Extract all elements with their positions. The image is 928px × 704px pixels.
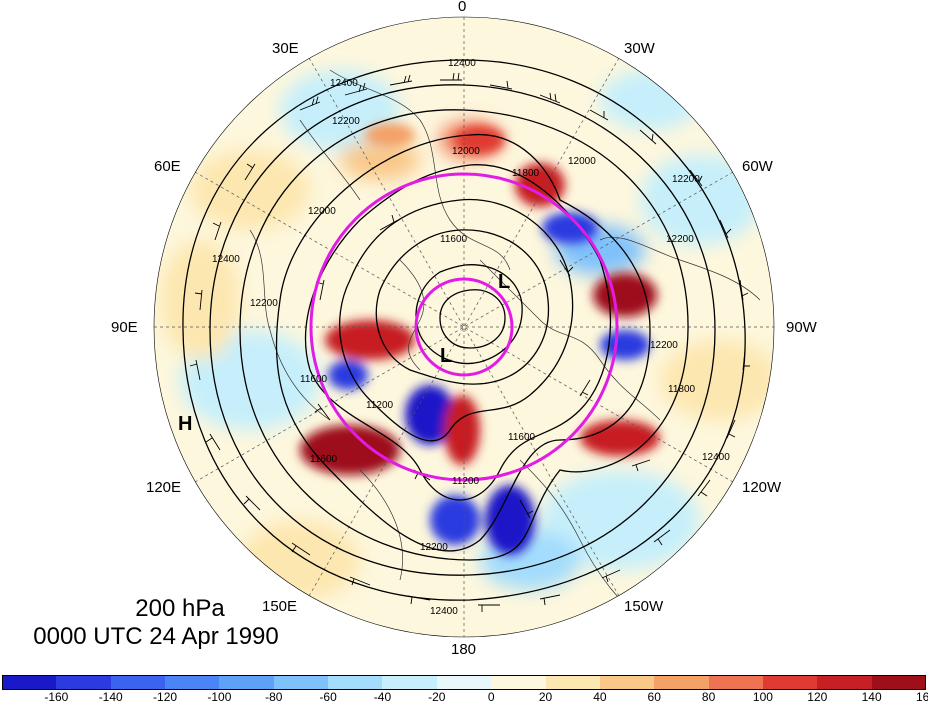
colorbar-tick-label: 140 — [861, 690, 882, 704]
caption-time: 0000 UTC 24 Apr 1990 — [33, 623, 279, 650]
contour-labels: 12400 12200 12000 11800 11600 11200 1240… — [212, 58, 730, 617]
contour-label: 12400 — [212, 254, 240, 265]
colorbar-tick-label: -100 — [207, 690, 232, 704]
lon-label-120w: 120W — [742, 479, 782, 496]
inner-reference-circle — [414, 277, 514, 377]
colorbar-swatch — [817, 675, 873, 689]
lon-label-30w: 30W — [624, 40, 655, 57]
lon-label-90e: 90E — [111, 319, 138, 336]
pressure-centers: L L H — [178, 271, 510, 435]
contour-label: 11800 — [512, 168, 540, 179]
low-center-label: L — [440, 345, 452, 367]
colorbar-tick-label: 160 — [915, 690, 928, 704]
colorbar-swatch — [762, 675, 818, 689]
colorbar-tick-label: -120 — [153, 690, 178, 704]
lon-label-0: 0 — [458, 0, 467, 15]
height-contours — [182, 59, 746, 601]
low-center-label: L — [498, 271, 510, 293]
colorbar-swatch — [2, 675, 57, 689]
wind-barbs — [189, 72, 750, 612]
contour-label: 12000 — [308, 206, 336, 217]
lon-label-30e: 30E — [272, 40, 299, 57]
lon-label-150e: 150E — [262, 598, 298, 615]
colorbar-tick-label: 100 — [752, 690, 773, 704]
contour-label: 12200 — [666, 234, 694, 245]
contour-label: 11200 — [452, 476, 480, 487]
contour-label: 12200 — [332, 116, 360, 127]
contour-label: 12200 — [420, 542, 448, 553]
contour-label: 12400 — [330, 78, 358, 89]
colorbar-tick-label: 20 — [538, 690, 553, 704]
colorbar-outline — [2, 675, 926, 690]
colorbar-tick-label: -80 — [265, 690, 283, 704]
colorbar-tick-label: 40 — [593, 690, 607, 704]
colorbar-swatch — [328, 675, 383, 689]
colorbar-swatch — [56, 675, 112, 689]
colorbar-tick-label: 120 — [807, 690, 828, 704]
colorbar-tick-label: -140 — [98, 690, 123, 704]
colorbar-swatch — [436, 675, 492, 689]
colorbar-swatch — [382, 675, 438, 689]
colorbar-tick-label: 80 — [701, 690, 716, 704]
caption-level: 200 hPa — [135, 595, 225, 622]
contour-label: 12200 — [650, 340, 678, 351]
colorbar-tick-label: -160 — [44, 690, 69, 704]
colorbar-swatch — [708, 675, 764, 689]
colorbar-swatch — [491, 675, 547, 689]
lon-label-150w: 150W — [624, 598, 664, 615]
lat-lon-grid — [154, 17, 774, 637]
colorbar-tick-label: 0 — [487, 690, 495, 704]
colorbar-tick-label: -20 — [428, 690, 446, 704]
contour-label: 12000 — [568, 156, 596, 167]
contour-label: 11600 — [300, 374, 328, 385]
contour-label: 11600 — [508, 432, 536, 443]
lon-label-60w: 60W — [742, 158, 773, 175]
contour-label: 11600 — [310, 454, 338, 465]
colorbar-swatch — [545, 675, 601, 689]
contour-label: 12200 — [672, 174, 700, 185]
colorbar-swatch — [599, 675, 655, 689]
colorbar-tick-label: -60 — [319, 690, 337, 704]
colorbar-swatch — [165, 675, 220, 689]
lon-label-120e: 120E — [146, 479, 182, 496]
lon-label-60e: 60E — [154, 158, 181, 175]
lon-label-90w: 90W — [786, 319, 817, 336]
outer-reference-circle — [309, 172, 619, 482]
colorbar-swatch — [654, 675, 710, 689]
contour-label: 12000 — [452, 146, 480, 157]
colorbar-tick-label: -40 — [373, 690, 392, 704]
contour-label: 11200 — [366, 400, 394, 411]
colorbar-swatch — [871, 675, 927, 689]
contour-label: 11600 — [440, 234, 468, 245]
map-border — [153, 16, 775, 638]
contour-label: 12400 — [702, 452, 730, 463]
contour-label: 11800 — [668, 384, 696, 395]
colorbar-tick-label: 60 — [647, 690, 661, 704]
contour-label: 12200 — [250, 298, 278, 309]
contour-label: 12400 — [430, 606, 458, 617]
colorbar-swatch — [219, 675, 275, 689]
colorbar-swatch — [110, 675, 166, 689]
contour-label: 12400 — [448, 58, 476, 69]
lon-label-180: 180 — [451, 641, 477, 658]
high-center-label: H — [178, 413, 192, 435]
strong-anomaly-shading — [300, 123, 660, 555]
colorbar-swatch — [273, 675, 329, 689]
